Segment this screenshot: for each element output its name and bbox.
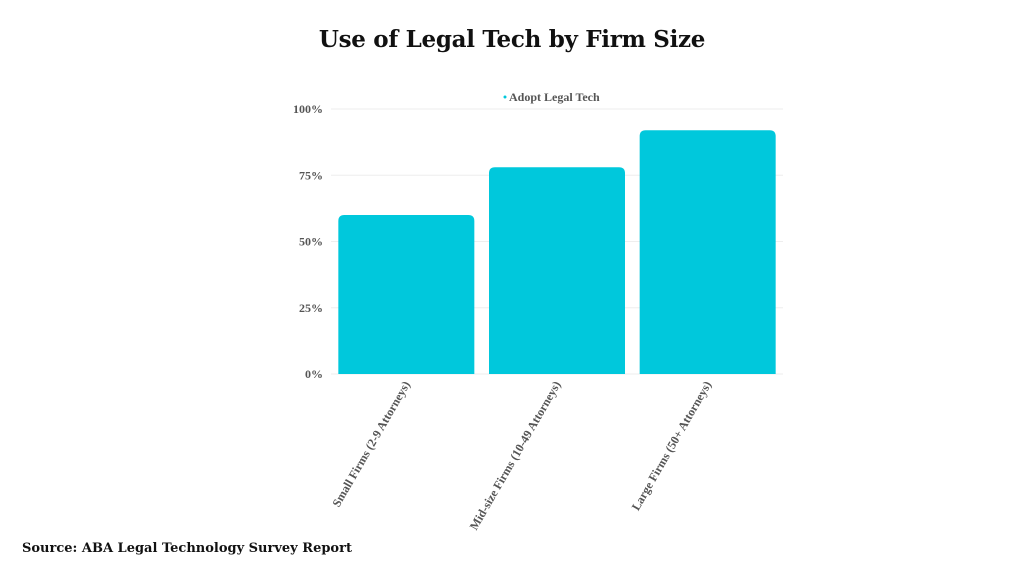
- y-tick-label: 100%: [293, 102, 323, 116]
- chart-title: Use of Legal Tech by Firm Size: [318, 26, 706, 53]
- x-axis-labels: Small Firms (2-9 Attorneys) Mid-size Firm…: [329, 378, 714, 532]
- bar: [338, 215, 475, 374]
- source-note: Source: ABA Legal Technology Survey Repo…: [22, 541, 352, 556]
- bar: [639, 130, 776, 374]
- legend-label: Adopt Legal Tech: [509, 90, 600, 104]
- y-tick-label: 0%: [305, 367, 323, 381]
- y-tick-label: 75%: [299, 168, 323, 182]
- y-tick-label: 25%: [299, 301, 323, 315]
- bar: [489, 167, 625, 374]
- x-category-label: Mid-size Firms (10-49 Attorneys): [467, 378, 564, 532]
- x-category-label: Large Firms (50+ Attorneys): [629, 379, 715, 513]
- y-tick-label: 50%: [299, 235, 323, 249]
- y-axis-ticks: 0% 25% 50% 75% 100%: [293, 102, 323, 381]
- legend: Adopt Legal Tech: [503, 90, 600, 104]
- x-category-label: Small Firms (2-9 Attorneys): [329, 379, 413, 510]
- legend-marker: [503, 95, 507, 99]
- bars: [338, 130, 776, 374]
